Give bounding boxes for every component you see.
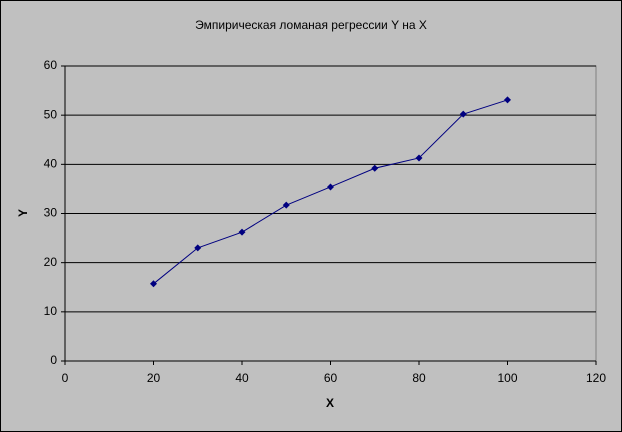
data-point [282,201,290,209]
y-tick-label: 10 [44,304,58,318]
data-point [327,183,334,191]
x-tick-label: 40 [235,371,249,385]
y-tick-label: 40 [44,157,58,171]
y-tick-label: 20 [44,255,58,269]
data-point [194,244,202,252]
data-point [150,280,157,288]
y-tick-label: 60 [44,58,58,72]
y-tick-label: 50 [44,107,58,121]
y-tick-label: 30 [44,206,58,220]
y-tick-label: 0 [50,353,57,367]
x-tick-label: 20 [147,371,161,385]
data-point [238,228,246,236]
x-axis-label: X [326,396,334,410]
data-point [459,110,467,118]
chart-title: Эмпирическая ломаная регрессии Y на X [195,18,427,32]
x-tick-label: 60 [324,371,338,385]
data-point [415,154,423,162]
x-tick-label: 80 [412,371,426,385]
x-tick-label: 120 [586,371,606,385]
y-axis-label: Y [16,209,30,217]
x-tick-label: 0 [62,371,69,385]
data-point [371,164,379,172]
x-tick-label: 100 [497,371,517,385]
data-point [504,96,511,104]
